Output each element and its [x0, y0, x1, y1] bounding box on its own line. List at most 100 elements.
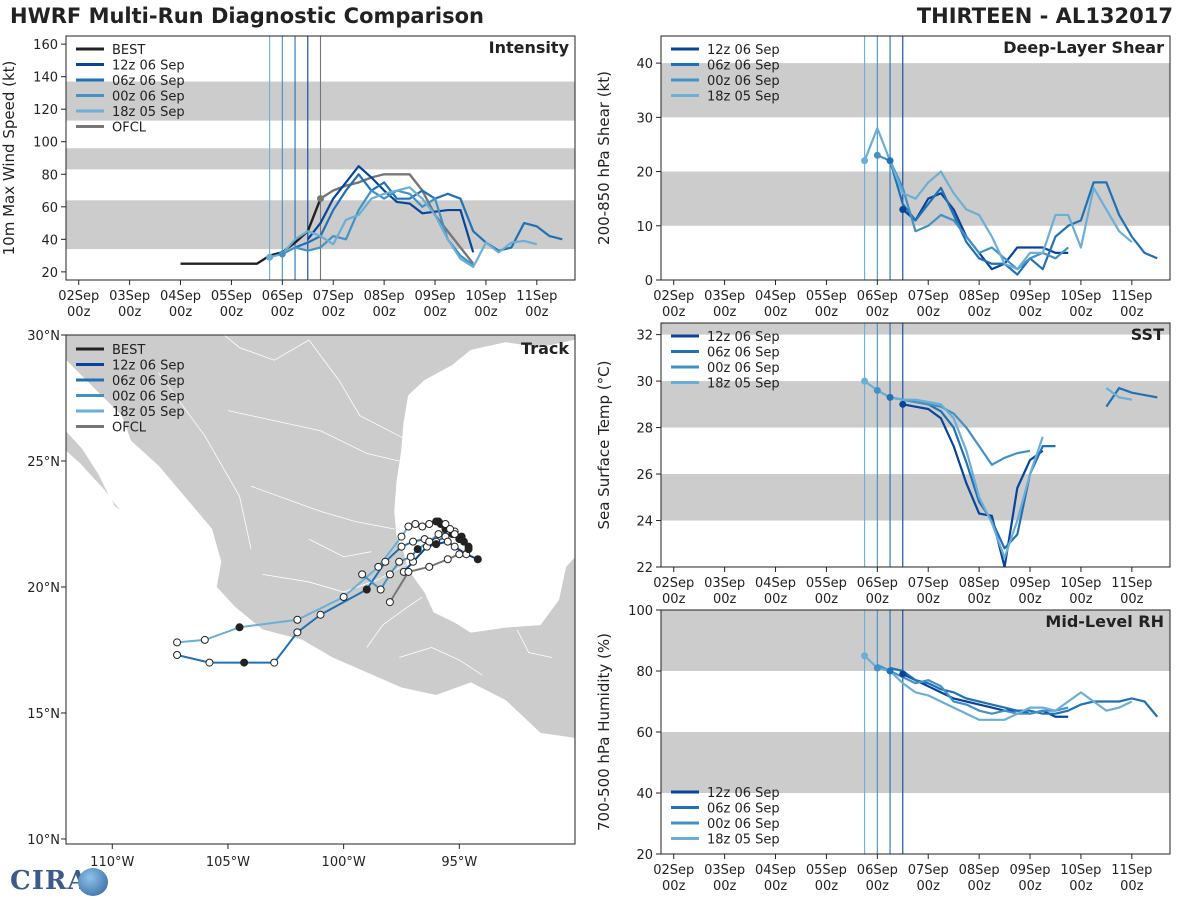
legend-label: 12z 06 Sep — [707, 786, 780, 801]
axes-frame — [660, 322, 1171, 568]
x-tick-label: 00z — [1018, 592, 1042, 607]
track-point-ofcl — [385, 598, 394, 607]
init-marker-12z-06-sep — [899, 670, 907, 678]
cira-logo-text: CIRA — [10, 866, 89, 896]
series-line-ofcl — [319, 173, 475, 265]
init-marker-06z-06-sep — [886, 157, 894, 165]
legend-label: 12z 06 Sep — [707, 43, 780, 58]
x-tick-label: 02Sep — [653, 576, 694, 591]
init-marker-18z-05-sep — [861, 652, 869, 660]
init-marker-00z-06-sep — [278, 250, 286, 258]
series-line-00z-06-sep — [281, 189, 474, 267]
legend-label: 06z 06 Sep — [707, 802, 780, 817]
y-tick-label: 15°N — [27, 707, 60, 722]
legend-label: 00z 06 Sep — [112, 390, 185, 405]
track-point-18z-05-sep — [200, 635, 209, 644]
legend-label: BEST — [112, 343, 145, 358]
track-map-panel: 10°N 15°N 20°N 25°N 30°N 110°W 105°W 100°W 95°W T… — [27, 329, 576, 870]
y-tick-label: 0 — [645, 274, 653, 289]
axes-frame — [65, 35, 576, 281]
shaded-band — [661, 732, 1170, 793]
series-line-18z-05-sep — [269, 186, 538, 269]
legend-label: OFCL — [112, 121, 147, 136]
axes-frame — [660, 35, 1171, 281]
x-tick-label: 00z — [372, 305, 396, 320]
series-line-00z-06-sep — [876, 154, 1069, 271]
x-tick-label: 00z — [713, 305, 737, 320]
y-tick-label: 40 — [41, 233, 58, 248]
legend-label: 12z 06 Sep — [707, 330, 780, 345]
legend-label: 00z 06 Sep — [707, 74, 780, 89]
y-tick-label: 40 — [636, 57, 653, 72]
x-tick-label: 05Sep — [211, 289, 252, 304]
series-line-06z-06-sep — [888, 160, 1158, 276]
y-tick-label: 20 — [636, 848, 653, 863]
x-tick-label: 00z — [1120, 879, 1144, 894]
y-tick-label: 120 — [33, 103, 58, 118]
track-point-06z-06-sep — [270, 658, 279, 667]
x-tick-label: 09Sep — [1010, 863, 1051, 878]
x-tick-label: 00z — [67, 305, 91, 320]
series-line-18z-05-sep — [863, 380, 1044, 559]
panel-title: Mid-Level RH — [1045, 612, 1164, 631]
x-tick-label: 00z — [169, 305, 193, 320]
track-point-00z-06-sep — [425, 537, 434, 546]
legend-label: 06z 06 Sep — [112, 374, 185, 389]
y-tick-label: 20°N — [27, 581, 60, 596]
legend-label: 18z 05 Sep — [112, 105, 185, 120]
legend-label: 00z 06 Sep — [707, 817, 780, 832]
x-tick-label: 05Sep — [806, 289, 847, 304]
x-tick-label: 00z — [713, 879, 737, 894]
init-marker-00z-06-sep — [873, 664, 881, 672]
legend-label: 12z 06 Sep — [112, 359, 185, 374]
x-tick-label: 08Sep — [959, 289, 1000, 304]
x-tick-label: 00z — [271, 305, 295, 320]
init-marker-18z-05-sep — [266, 253, 274, 261]
y-tick-label: 20 — [636, 166, 653, 181]
track-point-ofcl — [443, 555, 452, 564]
legend-label: 12z 06 Sep — [112, 59, 185, 74]
x-tick-label: 02Sep — [653, 289, 694, 304]
track-point-18z-05-sep — [374, 562, 383, 571]
plot-area — [661, 610, 1170, 854]
x-tick-label: 04Sep — [755, 576, 796, 591]
x-tick-label: 05Sep — [806, 576, 847, 591]
shaded-band — [661, 381, 1170, 428]
x-tick-label: 06Sep — [857, 576, 898, 591]
track-point-12z-06-sep — [443, 537, 452, 546]
panel-title: Deep-Layer Shear — [1003, 38, 1164, 57]
x-tick-label: 10Sep — [465, 289, 506, 304]
x-tick-label: 11Sep — [1111, 863, 1152, 878]
state-border — [516, 629, 552, 658]
x-tick-label: 00z — [525, 305, 549, 320]
x-tick-label: 04Sep — [755, 863, 796, 878]
x-tick-label: 00z — [1069, 592, 1093, 607]
y-tick-label: 100 — [33, 136, 58, 151]
legend-label: 18z 05 Sep — [707, 833, 780, 848]
x-tick-label: 00z — [423, 305, 447, 320]
state-border — [366, 596, 423, 648]
x-tick-label: 00z — [815, 879, 839, 894]
track-point-12z-06-sep — [432, 540, 441, 549]
y-tick-label: 40 — [636, 787, 653, 802]
shaded-band — [661, 323, 1170, 335]
panel-title: Intensity — [489, 38, 570, 57]
storm-id-title: THIRTEEN - AL132017 — [916, 4, 1173, 28]
y-tick-label: 80 — [41, 168, 58, 183]
x-tick-label: 06Sep — [857, 289, 898, 304]
init-marker-18z-05-sep — [861, 377, 869, 385]
legend-label: 18z 05 Sep — [707, 90, 780, 105]
x-tick-label: 00z — [866, 879, 890, 894]
y-tick-label: 80 — [636, 665, 653, 680]
y-tick-label: 60 — [636, 726, 653, 741]
land-mass — [66, 335, 575, 739]
x-tick-label: 02Sep — [653, 863, 694, 878]
intensity-panel: 2040608010012014016002Sep00z03Sep00z04Se… — [0, 35, 576, 320]
y-axis-label: 200-850 hPa Shear (kt) — [595, 71, 613, 245]
track-point-18z-05-sep — [418, 522, 427, 531]
shaded-band — [661, 610, 1170, 671]
state-border — [250, 485, 395, 530]
track-point-06z-06-sep — [293, 628, 302, 637]
x-tick-label: 00z — [866, 305, 890, 320]
x-tick-label: 07Sep — [313, 289, 354, 304]
